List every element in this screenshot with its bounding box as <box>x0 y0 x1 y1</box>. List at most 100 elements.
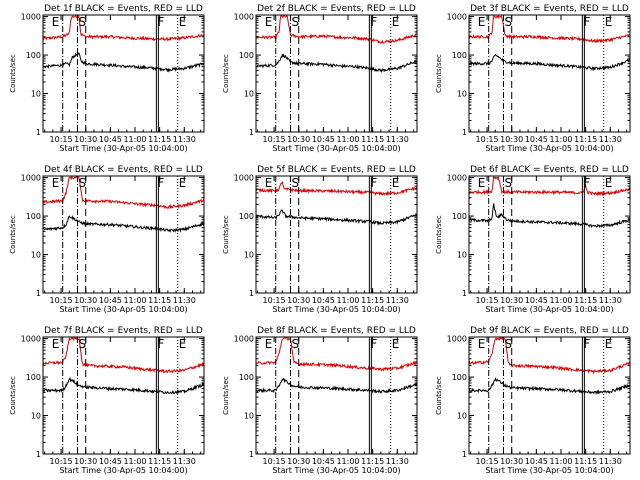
series-line-events <box>43 376 204 395</box>
y-tick-label: 1 <box>249 289 254 298</box>
x-tick-label: 11:15 <box>361 135 384 144</box>
x-tick-label: 11:30 <box>599 135 622 144</box>
plot-frame <box>42 14 205 133</box>
marker-label: E <box>265 337 273 351</box>
marker-label: F <box>370 15 377 29</box>
x-tick-label: 10:30 <box>74 296 97 305</box>
x-tick-label: 10:30 <box>500 296 523 305</box>
panel-title: Det 5f BLACK = Events, RED = LLD <box>257 165 416 175</box>
x-tick-label: 10:45 <box>312 457 335 466</box>
panel-title: Det 9f BLACK = Events, RED = LLD <box>470 326 629 336</box>
plot-frame <box>255 336 418 455</box>
y-axis-label: Counts/sec <box>435 54 443 93</box>
x-tick-label: 11:30 <box>386 135 409 144</box>
y-axis-label: Counts/sec <box>222 54 230 93</box>
marker-label: E <box>478 337 486 351</box>
panel-title: Det 7f BLACK = Events, RED = LLD <box>44 326 203 336</box>
y-axis-label: Counts/sec <box>222 215 230 254</box>
series-line-lld <box>43 15 204 42</box>
x-tick-label: 10:15 <box>50 296 73 305</box>
marker-label: F <box>583 15 590 29</box>
y-tick-label: 10 <box>244 90 254 99</box>
y-tick-label: 10 <box>457 90 467 99</box>
y-tick-label: 10 <box>244 251 254 260</box>
marker-label: S <box>79 337 87 351</box>
marker-label: E <box>52 176 60 190</box>
x-tick-label: 11:30 <box>173 135 196 144</box>
series-line-lld <box>256 15 417 44</box>
x-tick-label: 10:45 <box>312 135 335 144</box>
plot-frame <box>468 336 631 455</box>
y-tick-label: 100 <box>452 212 467 221</box>
x-tick-label: 11:00 <box>549 296 572 305</box>
x-axis-label: Start Time (30-Apr-05 10:04:00) <box>272 466 400 475</box>
x-tick-label: 11:15 <box>361 457 384 466</box>
y-tick-label: 1 <box>249 128 254 137</box>
y-tick-label: 100 <box>239 51 254 60</box>
y-tick-label: 10 <box>31 90 41 99</box>
y-axis-label: Counts/sec <box>9 54 17 93</box>
marker-label: F <box>583 337 590 351</box>
x-tick-label: 10:45 <box>99 457 122 466</box>
y-axis-label: Counts/sec <box>435 215 443 254</box>
y-tick-label: 100 <box>239 212 254 221</box>
series-line-events <box>256 377 417 394</box>
panel-title: Det 4f BLACK = Events, RED = LLD <box>44 165 203 175</box>
x-tick-label: 11:30 <box>386 457 409 466</box>
marker-label: E <box>179 15 187 29</box>
x-tick-label: 10:15 <box>50 457 73 466</box>
series-line-events <box>43 214 204 234</box>
y-tick-label: 100 <box>239 373 254 382</box>
marker-label: E <box>392 337 400 351</box>
marker-label: E <box>392 15 400 29</box>
panel-title: Det 1f BLACK = Events, RED = LLD <box>44 4 203 14</box>
plot-frame <box>468 14 631 133</box>
plot-frame <box>255 175 418 294</box>
y-tick-label: 10 <box>244 412 254 421</box>
y-tick-label: 1000 <box>21 174 41 183</box>
marker-label: S <box>505 176 513 190</box>
y-tick-label: 10 <box>457 412 467 421</box>
panel-title: Det 3f BLACK = Events, RED = LLD <box>470 4 629 14</box>
marker-label: F <box>370 176 377 190</box>
x-tick-label: 10:15 <box>476 296 499 305</box>
marker-label: E <box>392 176 400 190</box>
marker-label: F <box>157 337 164 351</box>
x-tick-label: 10:30 <box>500 135 523 144</box>
y-tick-label: 1000 <box>234 13 254 22</box>
x-tick-label: 10:30 <box>500 457 523 466</box>
series-line-lld <box>469 176 630 197</box>
marker-label: S <box>505 15 513 29</box>
y-tick-label: 100 <box>452 373 467 382</box>
y-tick-label: 1000 <box>447 174 467 183</box>
x-tick-label: 10:45 <box>525 135 548 144</box>
plot-frame <box>255 14 418 133</box>
series-line-lld <box>43 337 204 374</box>
marker-label: F <box>583 176 590 190</box>
marker-label: F <box>157 176 164 190</box>
plot-frame <box>42 175 205 294</box>
y-tick-label: 1 <box>462 128 467 137</box>
series-line-events <box>256 209 417 226</box>
marker-label: E <box>478 176 486 190</box>
x-tick-label: 10:15 <box>263 296 286 305</box>
series-line-events <box>469 203 630 229</box>
x-tick-label: 11:00 <box>336 135 359 144</box>
y-tick-label: 1 <box>462 450 467 459</box>
x-tick-label: 11:00 <box>123 296 146 305</box>
series-line-lld <box>469 15 630 44</box>
y-axis-label: Counts/sec <box>222 376 230 415</box>
x-axis-label: Start Time (30-Apr-05 10:04:00) <box>59 466 187 475</box>
x-axis-label: Start Time (30-Apr-05 10:04:00) <box>272 305 400 314</box>
x-tick-label: 11:15 <box>148 135 171 144</box>
y-tick-label: 100 <box>26 212 41 221</box>
y-tick-label: 10 <box>457 251 467 260</box>
marker-label: S <box>292 15 300 29</box>
series-line-events <box>256 53 417 73</box>
x-tick-label: 10:30 <box>74 135 97 144</box>
